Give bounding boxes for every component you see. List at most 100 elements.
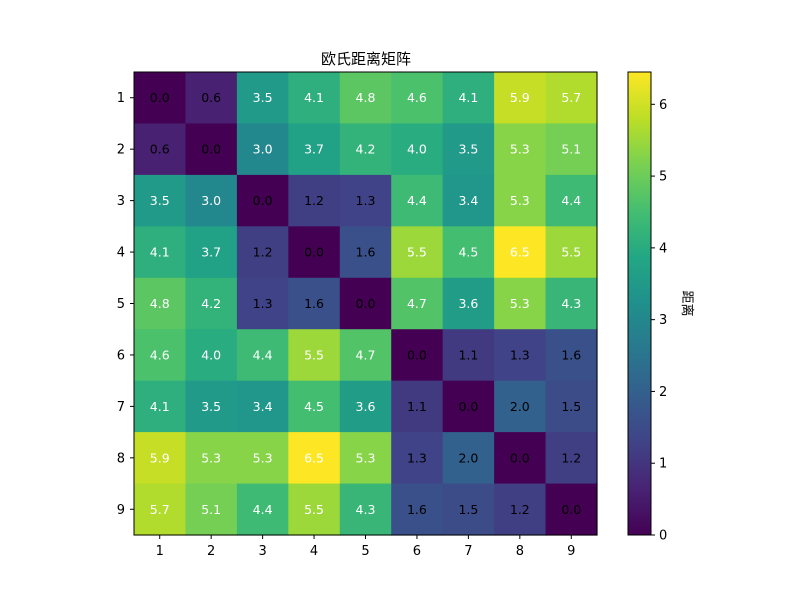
x-tick-label: 1: [156, 544, 164, 559]
heatmap-cell: [288, 483, 341, 536]
colorbar-tick-label: 6: [659, 98, 667, 113]
heatmap-cell: [545, 226, 598, 279]
cell-value-label: 5.7: [150, 502, 170, 517]
heatmap-cell: [391, 277, 444, 330]
cell-value-label: 4.3: [356, 502, 376, 517]
colorbar-label: 距离: [679, 290, 695, 316]
cell-value-label: 1.3: [356, 193, 376, 208]
y-tick-label: 3: [117, 194, 125, 209]
heatmap-cell: [134, 72, 187, 125]
colorbar-ticks: 0 1 2 3 4 5 6: [651, 98, 667, 544]
cell-value-label: 6.5: [510, 245, 530, 260]
heatmap-cell: [185, 123, 238, 176]
heatmap-cell: [339, 380, 392, 433]
cell-value-label: 4.7: [407, 296, 427, 311]
heatmap-cell: [545, 72, 598, 125]
heatmap-cell: [494, 174, 547, 227]
heatmap-cell: [134, 174, 187, 227]
y-tick-label: 8: [117, 451, 125, 466]
cell-value-label: 4.4: [253, 347, 273, 362]
heatmap-cell: [545, 380, 598, 433]
heatmap-value-labels: 0.0 0.6 3.5 4.1 4.8 4.6 4.1 5.9 5.7 0.6 0.0 3.0 3.7 4…: [150, 90, 581, 517]
y-tick-label: 7: [117, 400, 125, 415]
cell-value-label: 1.2: [304, 193, 324, 208]
heatmap-cell: [236, 226, 289, 279]
cell-value-label: 2.0: [510, 399, 530, 414]
x-axis-ticks: 1 2 3 4 5 6 7 8 9: [156, 535, 575, 559]
heatmap-cell: [545, 329, 598, 382]
cell-value-label: 3.5: [150, 193, 170, 208]
cell-value-label: 5.5: [304, 347, 324, 362]
cell-value-label: 1.6: [407, 502, 427, 517]
heatmap-cell: [494, 432, 547, 485]
cell-value-label: 4.1: [150, 245, 170, 260]
cell-value-label: 3.7: [304, 142, 324, 157]
cell-value-label: 4.0: [407, 142, 427, 157]
cell-value-label: 4.4: [561, 193, 581, 208]
heatmap-cell: [545, 432, 598, 485]
colorbar-tick-label: 1: [659, 457, 667, 472]
cell-value-label: 0.0: [253, 193, 273, 208]
cell-value-label: 3.0: [201, 193, 221, 208]
y-tick-label: 1: [117, 91, 125, 106]
heatmap-cell: [185, 432, 238, 485]
x-tick-label: 3: [258, 544, 266, 559]
cell-value-label: 3.4: [253, 399, 273, 414]
heatmap-cell: [134, 226, 187, 279]
heatmap-cell: [545, 123, 598, 176]
cell-value-label: 5.3: [510, 142, 530, 157]
heatmap-cell: [494, 483, 547, 536]
heatmap-cell: [494, 380, 547, 433]
cell-value-label: 5.1: [201, 502, 221, 517]
heatmap-cell: [134, 483, 187, 536]
cell-value-label: 1.2: [253, 245, 273, 260]
cell-value-label: 4.0: [201, 347, 221, 362]
cell-value-label: 1.5: [561, 399, 581, 414]
cell-value-label: 0.0: [150, 90, 170, 105]
heatmap-cell: [185, 329, 238, 382]
heatmap-cell: [288, 72, 341, 125]
heatmap-cell: [339, 277, 392, 330]
cell-value-label: 3.0: [253, 142, 273, 157]
heatmap-cell: [391, 380, 444, 433]
heatmap-cell: [391, 432, 444, 485]
cell-value-label: 4.7: [356, 347, 376, 362]
x-tick-label: 7: [464, 544, 472, 559]
heatmap-cell: [236, 432, 289, 485]
cell-value-label: 5.3: [253, 450, 273, 465]
cell-value-label: 4.1: [150, 399, 170, 414]
heatmap-cell: [288, 174, 341, 227]
cell-value-label: 0.6: [150, 142, 170, 157]
cell-value-label: 3.7: [201, 245, 221, 260]
heatmap-cell: [185, 226, 238, 279]
cell-value-label: 1.3: [253, 296, 273, 311]
y-tick-label: 4: [117, 246, 125, 261]
cell-value-label: 5.5: [561, 245, 581, 260]
heatmap-cell: [494, 226, 547, 279]
heatmap-cell: [442, 329, 495, 382]
y-tick-label: 5: [117, 297, 125, 312]
heatmap-cell: [442, 277, 495, 330]
cell-value-label: 0.0: [407, 347, 427, 362]
cell-value-label: 4.4: [253, 502, 273, 517]
heatmap-cell: [391, 226, 444, 279]
cell-value-label: 4.3: [561, 296, 581, 311]
cell-value-label: 0.0: [510, 450, 530, 465]
heatmap-cell: [442, 72, 495, 125]
cell-value-label: 1.6: [304, 296, 324, 311]
cell-value-label: 0.0: [561, 502, 581, 517]
cell-value-label: 4.2: [356, 142, 376, 157]
heatmap-cell: [236, 123, 289, 176]
heatmap-cell: [391, 123, 444, 176]
cell-value-label: 4.1: [304, 90, 324, 105]
y-tick-label: 9: [117, 503, 125, 518]
heatmap-cell: [442, 380, 495, 433]
heatmap-cell: [494, 72, 547, 125]
heatmap-cell: [339, 174, 392, 227]
cell-value-label: 4.8: [150, 296, 170, 311]
cell-value-label: 1.5: [458, 502, 478, 517]
heatmap-cell: [236, 483, 289, 536]
heatmap-cell: [288, 277, 341, 330]
cell-value-label: 5.3: [510, 193, 530, 208]
